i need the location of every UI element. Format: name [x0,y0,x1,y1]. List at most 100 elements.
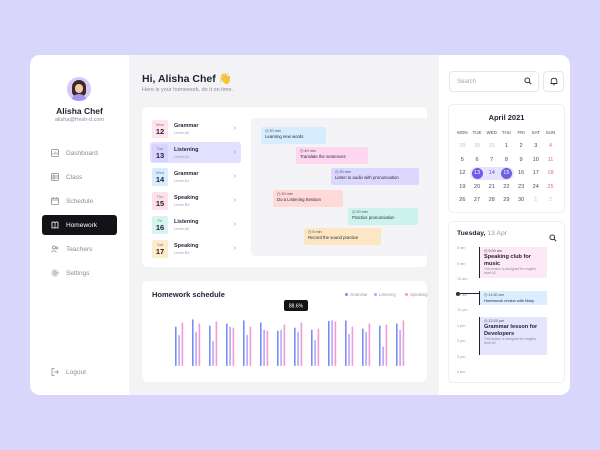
calendar-day[interactable]: 15 [499,166,514,180]
bar-speaking-11[interactable] [368,323,371,366]
bar-listening-9[interactable] [331,320,333,366]
nav-item-schedule[interactable]: Schedule [42,191,117,211]
calendar-day[interactable]: 18 [547,170,554,177]
search-input[interactable]: Search [449,71,539,92]
bar-grammar-5[interactable] [260,322,262,366]
bar-speaking-6[interactable] [283,324,286,366]
task-item[interactable]: Tue 13 Listening Level A2 › [150,142,241,163]
notification-button[interactable] [543,71,564,92]
bar-grammar-10[interactable] [345,320,347,366]
calendar-day[interactable]: 3 [534,143,538,150]
bar-grammar-2[interactable] [209,325,211,366]
nav-item-homework[interactable]: Homework [42,215,117,235]
calendar-day[interactable]: 31 [488,143,495,150]
calendar-day[interactable]: 30 [473,143,481,150]
calendar-day[interactable]: 10 [532,156,539,163]
calendar-day[interactable]: 29 [503,197,510,204]
nav-item-settings[interactable]: Settings [42,263,117,283]
bar-listening-0[interactable] [178,334,180,366]
bar-grammar-12[interactable] [379,325,381,366]
calendar-day[interactable]: 2 [519,143,523,150]
bar-speaking-2[interactable] [215,321,218,366]
timeline-task[interactable]: ◷ 40 min Translate the sentences [296,147,368,164]
bar-listening-8[interactable] [314,340,316,366]
calendar-day[interactable]: 14 [484,166,500,180]
bar-listening-3[interactable] [229,326,231,366]
bar-grammar-3[interactable] [226,323,228,366]
calendar-day[interactable]: 7 [490,156,494,163]
bar-grammar-11[interactable] [362,328,364,366]
calendar-day[interactable]: 5 [460,156,464,163]
bar-listening-6[interactable] [280,329,282,366]
calendar-day[interactable]: 21 [488,183,495,190]
bar-speaking-13[interactable] [402,320,405,366]
bar-grammar-6[interactable] [277,330,279,366]
nav-item-class[interactable]: Class [42,167,117,187]
bar-listening-12[interactable] [382,346,384,366]
bar-grammar-8[interactable] [311,329,313,366]
timeline-task[interactable]: ◷ 20 min Do a Listening Session [273,190,343,207]
calendar-day[interactable]: 4 [548,143,553,150]
bar-grammar-1[interactable] [192,319,194,366]
bar-listening-1[interactable] [195,331,197,366]
bar-grammar-7[interactable] [294,327,296,366]
bar-speaking-12[interactable] [385,324,388,366]
bar-listening-10[interactable] [348,333,350,366]
avatar[interactable] [67,77,91,101]
bar-listening-2[interactable] [212,341,214,366]
nav-item-teachers[interactable]: Teachers [42,239,117,259]
calendar-day[interactable]: 25 [547,183,554,190]
calendar-day[interactable]: 2 [548,197,553,204]
task-item[interactable]: Sat 17 Speaking Level B1 › [150,238,241,259]
bar-listening-5[interactable] [263,329,265,366]
bar-grammar-0[interactable] [175,326,177,366]
calendar-day[interactable]: 26 [459,197,466,204]
calendar-day[interactable]: 16 [517,170,525,177]
timeline-task[interactable]: ◷ 20 min Listen to audio with pronunciati… [331,168,419,185]
bar-grammar-13[interactable] [396,323,398,366]
calendar-day[interactable]: 12 [459,170,466,177]
task-item[interactable]: Wed 14 Grammar Level A1 › [150,166,241,187]
calendar-day[interactable]: 6 [475,156,479,163]
schedule-event[interactable]: ◷ 11:30 am Homework review with Mary [479,291,547,305]
timeline-task[interactable]: ◷ 5 min Record the sound practice [304,228,381,245]
bar-listening-7[interactable] [297,331,299,366]
calendar-day[interactable]: 24 [532,183,539,190]
calendar-day[interactable]: 23 [517,183,525,190]
bar-listening-4[interactable] [246,334,248,366]
calendar-day[interactable]: 28 [488,197,495,204]
calendar-day[interactable]: 20 [473,183,481,190]
logout-button[interactable]: Logout [42,362,117,382]
search-icon[interactable] [549,229,557,242]
bar-speaking-3[interactable] [232,327,235,366]
calendar-day[interactable]: 9 [519,156,523,163]
schedule-event[interactable]: ◷ 12:20 pm Grammar lesson for Developers T… [479,317,547,355]
calendar-day[interactable]: 30 [517,197,525,204]
bar-speaking-1[interactable] [198,323,201,366]
bar-grammar-4[interactable] [243,320,245,366]
task-item[interactable]: Mon 12 Grammar Level A2 › [150,118,241,139]
calendar-day[interactable]: 1 [504,143,508,150]
bar-speaking-4[interactable] [249,326,252,366]
timeline-task[interactable]: ◷ 20 min Practice pronunciation [348,208,418,225]
calendar-day[interactable]: 27 [473,197,481,204]
bar-listening-11[interactable] [365,331,367,366]
search-icon[interactable] [524,77,532,85]
bar-speaking-5[interactable] [266,330,269,366]
bar-speaking-0[interactable] [181,322,184,366]
task-item[interactable]: Thu 15 Speaking Level B2 › [150,190,241,211]
task-item[interactable]: Fri 16 Listening Level A2 › [150,214,241,235]
schedule-event[interactable]: ◷ 9:00 am Speaking club for music This les… [479,247,547,278]
calendar-day[interactable]: 8 [504,156,508,163]
bar-speaking-10[interactable] [351,326,354,366]
calendar-day[interactable]: 29 [459,143,466,150]
bar-listening-13[interactable] [399,329,401,366]
nav-item-dashboard[interactable]: Dashboard [42,143,117,163]
calendar-day[interactable]: 13 [469,166,485,180]
bar-speaking-7[interactable] [300,322,303,366]
calendar-day[interactable]: 19 [459,183,466,190]
timeline-task[interactable]: ◷ 20 min Learning new words [261,127,326,144]
calendar-day[interactable]: 1 [534,197,538,204]
bar-speaking-9[interactable] [334,321,337,366]
calendar-day[interactable]: 17 [532,170,539,177]
